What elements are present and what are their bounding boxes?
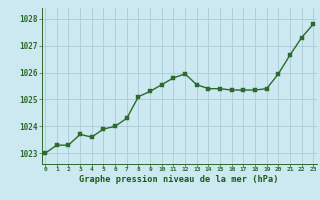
X-axis label: Graphe pression niveau de la mer (hPa): Graphe pression niveau de la mer (hPa) bbox=[79, 175, 279, 184]
